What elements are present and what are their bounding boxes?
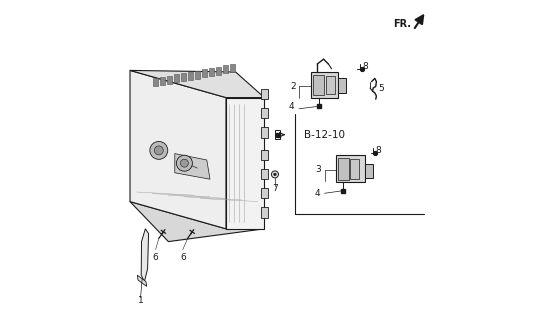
Polygon shape [336, 155, 365, 182]
Polygon shape [130, 70, 264, 98]
Text: 3: 3 [316, 165, 321, 174]
Bar [202, 69, 207, 77]
Circle shape [271, 171, 278, 178]
Text: 5: 5 [378, 84, 384, 92]
Bar [313, 75, 324, 95]
Text: 6: 6 [180, 253, 186, 262]
Circle shape [150, 141, 168, 159]
Polygon shape [365, 164, 373, 178]
Bar [350, 159, 359, 179]
Bar [209, 68, 214, 76]
Bar [260, 108, 267, 118]
Text: 6: 6 [153, 253, 158, 262]
Bar [160, 77, 165, 85]
Polygon shape [138, 275, 147, 286]
Text: 1: 1 [138, 296, 144, 305]
Bar [188, 72, 193, 80]
Bar [195, 70, 200, 78]
Bar [326, 76, 335, 94]
Polygon shape [175, 154, 210, 179]
Circle shape [273, 173, 276, 176]
Circle shape [155, 146, 163, 155]
Bar [153, 78, 158, 86]
Polygon shape [141, 229, 149, 282]
Bar [260, 150, 267, 160]
Polygon shape [311, 72, 338, 98]
Bar [216, 67, 221, 75]
Bar [338, 158, 349, 180]
Text: B-12-10: B-12-10 [304, 130, 345, 140]
Text: 4: 4 [315, 189, 320, 198]
Text: 4: 4 [289, 102, 294, 111]
Bar [230, 64, 235, 72]
Bar [260, 207, 267, 218]
Bar [167, 76, 172, 84]
Text: 8: 8 [376, 146, 381, 155]
Polygon shape [130, 70, 226, 229]
Bar [260, 127, 267, 138]
Text: FR.: FR. [393, 19, 412, 29]
Bar [260, 169, 267, 179]
Bar [260, 188, 267, 198]
Bar [181, 73, 186, 81]
Circle shape [180, 159, 189, 167]
Bar [223, 65, 228, 73]
Bar [174, 75, 179, 83]
Polygon shape [130, 202, 264, 242]
Text: 7: 7 [272, 184, 278, 193]
Bar [260, 89, 267, 99]
Text: 2: 2 [290, 82, 296, 91]
Circle shape [176, 155, 192, 171]
Bar [275, 130, 281, 139]
Polygon shape [338, 78, 346, 93]
Polygon shape [226, 98, 264, 229]
Text: 8: 8 [362, 62, 368, 71]
